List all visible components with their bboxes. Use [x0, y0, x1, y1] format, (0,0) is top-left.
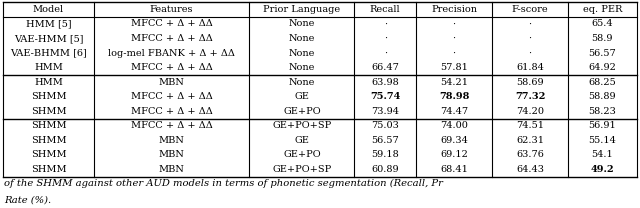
Text: 59.18: 59.18: [371, 150, 399, 160]
Text: MBN: MBN: [159, 78, 184, 87]
Text: MFCC + Δ + ΔΔ: MFCC + Δ + ΔΔ: [131, 107, 212, 116]
Text: GE+PO: GE+PO: [283, 150, 321, 160]
Text: None: None: [289, 34, 315, 43]
Text: ·: ·: [529, 34, 532, 43]
Text: GE: GE: [294, 92, 309, 101]
Text: MBN: MBN: [159, 136, 184, 145]
Text: HMM: HMM: [34, 63, 63, 72]
Text: log-mel FBANK + Δ + ΔΔ: log-mel FBANK + Δ + ΔΔ: [108, 48, 235, 58]
Text: VAE-HMM [5]: VAE-HMM [5]: [13, 34, 83, 43]
Text: 69.34: 69.34: [440, 136, 468, 145]
Text: MFCC + Δ + ΔΔ: MFCC + Δ + ΔΔ: [131, 92, 212, 101]
Text: 58.23: 58.23: [588, 107, 616, 116]
Text: 66.47: 66.47: [371, 63, 399, 72]
Text: 60.89: 60.89: [371, 165, 399, 174]
Text: SHMM: SHMM: [31, 121, 67, 130]
Text: 65.4: 65.4: [591, 19, 613, 28]
Text: 63.76: 63.76: [516, 150, 544, 160]
Text: 58.89: 58.89: [589, 92, 616, 101]
Text: F-score: F-score: [512, 5, 548, 14]
Text: of the SHMM against other AUD models in terms of phonetic segmentation (Recall, : of the SHMM against other AUD models in …: [4, 179, 444, 188]
Text: ·: ·: [529, 19, 532, 28]
Text: ·: ·: [452, 19, 456, 28]
Text: SHMM: SHMM: [31, 107, 67, 116]
Text: VAE-BHMM [6]: VAE-BHMM [6]: [10, 48, 87, 58]
Text: GE+PO+SP: GE+PO+SP: [272, 121, 332, 130]
Text: 61.84: 61.84: [516, 63, 544, 72]
Text: Recall: Recall: [370, 5, 401, 14]
Text: ·: ·: [529, 48, 532, 58]
Text: MBN: MBN: [159, 165, 184, 174]
Text: ·: ·: [383, 19, 387, 28]
Text: 56.91: 56.91: [589, 121, 616, 130]
Text: 68.41: 68.41: [440, 165, 468, 174]
Text: HMM: HMM: [34, 78, 63, 87]
Text: 64.43: 64.43: [516, 165, 544, 174]
Text: 57.81: 57.81: [440, 63, 468, 72]
Text: MFCC + Δ + ΔΔ: MFCC + Δ + ΔΔ: [131, 19, 212, 28]
Text: SHMM: SHMM: [31, 150, 67, 160]
Text: Features: Features: [150, 5, 193, 14]
Text: SHMM: SHMM: [31, 136, 67, 145]
Text: GE+PO+SP: GE+PO+SP: [272, 165, 332, 174]
Text: 56.57: 56.57: [371, 136, 399, 145]
Text: MFCC + Δ + ΔΔ: MFCC + Δ + ΔΔ: [131, 34, 212, 43]
Text: 64.92: 64.92: [588, 63, 616, 72]
Text: Prior Language: Prior Language: [263, 5, 340, 14]
Text: GE: GE: [294, 136, 309, 145]
Text: Model: Model: [33, 5, 64, 14]
Text: 74.00: 74.00: [440, 121, 468, 130]
Text: 74.51: 74.51: [516, 121, 544, 130]
Text: MFCC + Δ + ΔΔ: MFCC + Δ + ΔΔ: [131, 121, 212, 130]
Text: HMM [5]: HMM [5]: [26, 19, 71, 28]
Text: MBN: MBN: [159, 150, 184, 160]
Text: 73.94: 73.94: [371, 107, 399, 116]
Text: ·: ·: [383, 48, 387, 58]
Text: 68.25: 68.25: [589, 78, 616, 87]
Text: 49.2: 49.2: [591, 165, 614, 174]
Text: None: None: [289, 78, 315, 87]
Text: 75.74: 75.74: [370, 92, 401, 101]
Text: Rate (%).: Rate (%).: [4, 196, 52, 204]
Text: 55.14: 55.14: [588, 136, 616, 145]
Text: 69.12: 69.12: [440, 150, 468, 160]
Text: 54.21: 54.21: [440, 78, 468, 87]
Text: ·: ·: [452, 34, 456, 43]
Text: None: None: [289, 19, 315, 28]
Text: ·: ·: [383, 34, 387, 43]
Text: 62.31: 62.31: [516, 136, 544, 145]
Text: MFCC + Δ + ΔΔ: MFCC + Δ + ΔΔ: [131, 63, 212, 72]
Text: 74.47: 74.47: [440, 107, 468, 116]
Text: 58.9: 58.9: [591, 34, 613, 43]
Text: SHMM: SHMM: [31, 92, 67, 101]
Text: 63.98: 63.98: [371, 78, 399, 87]
Text: None: None: [289, 48, 315, 58]
Text: 56.57: 56.57: [589, 48, 616, 58]
Text: ·: ·: [452, 48, 456, 58]
Text: SHMM: SHMM: [31, 165, 67, 174]
Text: 54.1: 54.1: [591, 150, 613, 160]
Text: 75.03: 75.03: [371, 121, 399, 130]
Text: 78.98: 78.98: [439, 92, 469, 101]
Text: None: None: [289, 63, 315, 72]
Text: eq. PER: eq. PER: [582, 5, 622, 14]
Text: 74.20: 74.20: [516, 107, 544, 116]
Text: GE+PO: GE+PO: [283, 107, 321, 116]
Text: 77.32: 77.32: [515, 92, 545, 101]
Text: 58.69: 58.69: [516, 78, 544, 87]
Text: Precision: Precision: [431, 5, 477, 14]
